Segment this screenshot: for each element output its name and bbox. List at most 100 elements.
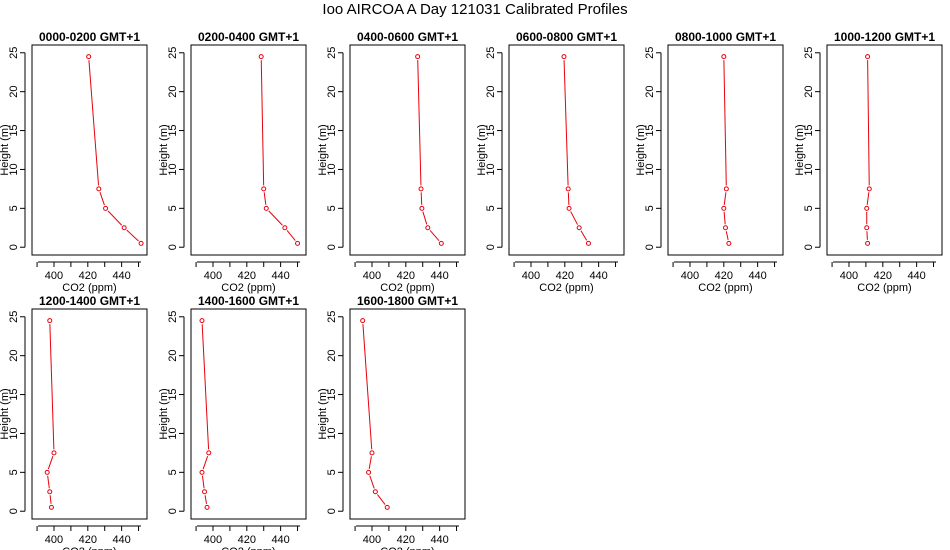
data-point	[360, 318, 366, 324]
x-axis-label: CO2 (ppm)	[857, 282, 911, 294]
x-tick-label: 400	[363, 270, 381, 282]
data-point	[282, 225, 288, 231]
x-axis-label: CO2 (ppm)	[380, 282, 434, 294]
plot-frame	[349, 308, 466, 520]
data-point	[419, 205, 425, 211]
data-point	[576, 225, 582, 231]
x-tick-label: 420	[397, 534, 415, 546]
plot-frame	[190, 44, 307, 256]
data-point	[864, 205, 870, 211]
x-axis-label: CO2 (ppm)	[539, 282, 593, 294]
x-tick-label: 420	[79, 270, 97, 282]
y-tick-label: 20	[644, 86, 656, 98]
x-axis-label: CO2 (ppm)	[62, 282, 116, 294]
y-tick-label: 20	[326, 86, 338, 98]
y-tick-label: 0	[644, 244, 656, 250]
x-tick-label: 440	[430, 270, 448, 282]
y-tick-label: 25	[644, 47, 656, 59]
y-axis-label: Height (m)	[635, 124, 647, 175]
profile-segment	[422, 211, 428, 225]
data-point	[96, 186, 102, 192]
x-tick-label: 400	[840, 270, 858, 282]
y-tick-label: 20	[485, 86, 497, 98]
data-point	[415, 54, 421, 60]
panel-title: 0600-0800 GMT+1	[516, 30, 617, 44]
y-tick-label: 15	[803, 124, 815, 136]
panel-title: 0800-1000 GMT+1	[675, 30, 776, 44]
y-axis-label: Height (m)	[0, 388, 11, 439]
y-tick-label: 0	[803, 244, 815, 250]
y-tick-label: 10	[644, 163, 656, 175]
x-tick-label: 420	[238, 534, 256, 546]
x-axis-label: CO2 (ppm)	[62, 546, 116, 550]
profile-segment	[723, 211, 726, 225]
y-tick-label: 0	[167, 244, 179, 250]
data-point	[202, 489, 208, 495]
profile-segment	[201, 324, 210, 450]
y-tick-label: 10	[8, 427, 20, 439]
y-tick-label: 5	[8, 205, 20, 211]
data-point	[438, 240, 444, 246]
y-tick-label: 10	[485, 163, 497, 175]
data-point	[295, 240, 301, 246]
profile-segment	[369, 475, 375, 489]
panel-title: 1000-1200 GMT+1	[834, 30, 935, 44]
data-point	[369, 450, 375, 456]
y-tick-label: 20	[803, 86, 815, 98]
data-point	[44, 469, 50, 475]
y-tick-label: 15	[8, 124, 20, 136]
profile-segment	[429, 230, 440, 242]
profile-segment	[570, 211, 579, 225]
y-tick-label: 5	[8, 469, 20, 475]
data-point	[726, 240, 732, 246]
plot-frame	[667, 44, 784, 256]
profile-segment	[723, 192, 727, 205]
data-point	[865, 54, 871, 60]
y-tick-label: 0	[326, 244, 338, 250]
profile-segment	[866, 192, 870, 205]
y-axis-label: Height (m)	[317, 388, 329, 439]
y-tick-label: 15	[8, 388, 20, 400]
y-axis-label: Height (m)	[158, 124, 170, 175]
data-point	[566, 205, 572, 211]
profile-segment	[49, 324, 55, 450]
data-point	[366, 469, 372, 475]
plot-frame	[31, 44, 148, 256]
data-point	[51, 450, 57, 456]
x-axis-label: CO2 (ppm)	[698, 282, 752, 294]
data-point	[372, 489, 378, 495]
y-tick-label: 20	[8, 86, 20, 98]
data-point	[384, 504, 390, 510]
x-tick-label: 400	[522, 270, 540, 282]
data-point	[138, 240, 144, 246]
plot-frame	[190, 308, 307, 520]
y-tick-label: 0	[485, 244, 497, 250]
data-point	[103, 205, 109, 211]
y-tick-label: 25	[485, 47, 497, 59]
profile-segment	[268, 210, 283, 226]
data-point	[263, 205, 269, 211]
profile-segment	[567, 192, 570, 205]
y-tick-label: 25	[326, 311, 338, 323]
y-tick-label: 15	[485, 124, 497, 136]
y-tick-label: 10	[326, 163, 338, 175]
x-tick-label: 420	[79, 534, 97, 546]
x-tick-label: 400	[45, 270, 63, 282]
figure-title: Ioo AIRCOA A Day 121031 Calibrated Profi…	[322, 1, 628, 18]
profile-segment	[723, 60, 727, 186]
x-tick-label: 400	[204, 534, 222, 546]
profile-segment	[263, 192, 267, 205]
data-point	[723, 225, 728, 231]
y-tick-label: 5	[644, 205, 656, 211]
data-point	[864, 225, 870, 231]
y-tick-label: 0	[8, 244, 20, 250]
y-tick-label: 0	[8, 508, 20, 514]
y-tick-label: 10	[167, 427, 179, 439]
data-point	[204, 504, 210, 510]
data-point	[47, 318, 53, 324]
y-tick-label: 15	[167, 124, 179, 136]
y-axis-label: Height (m)	[794, 124, 806, 175]
